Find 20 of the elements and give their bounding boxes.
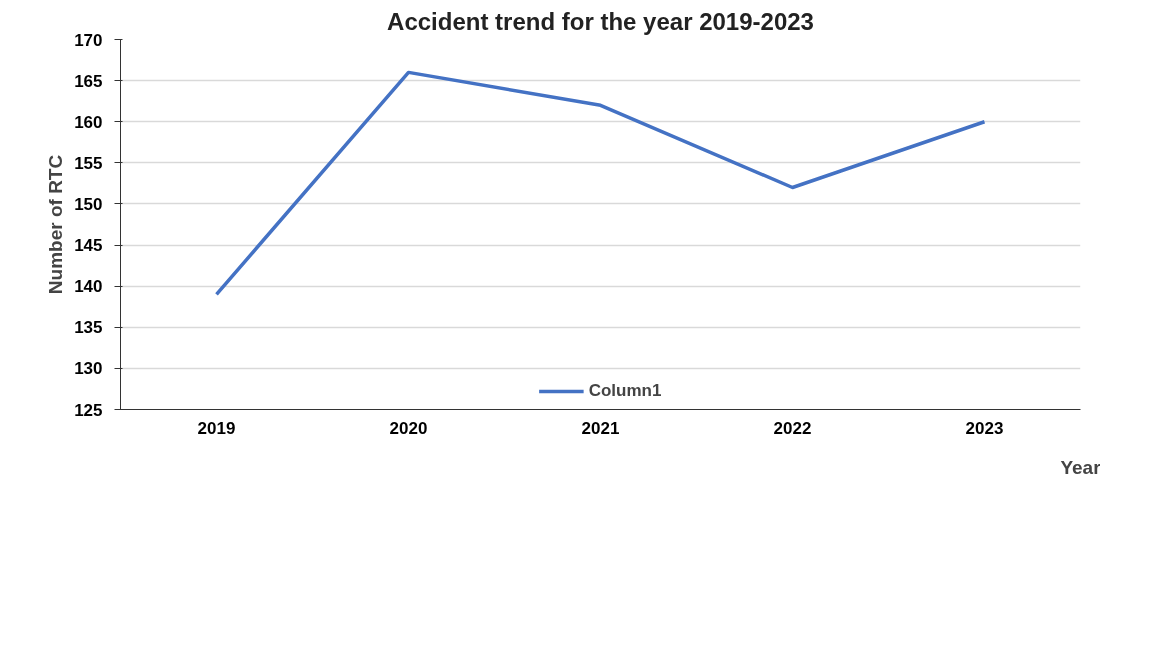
y-tick-label: 170 [74, 30, 103, 50]
line-series [214, 70, 987, 297]
chart-title: Accident trend for the year 2019-2023 [387, 7, 814, 35]
y-tick-label: 140 [74, 277, 103, 297]
y-tick-label: 130 [74, 359, 103, 379]
y-tick-label: 145 [74, 236, 103, 256]
x-tick-label: 2019 [197, 418, 236, 438]
x-tick-label: 2023 [965, 418, 1004, 438]
x-axis-title: Year [1060, 456, 1102, 478]
y-axis-title: Number of RTC [45, 154, 67, 295]
y-tick-label: 150 [74, 194, 103, 214]
x-tick-label: 2021 [581, 418, 620, 438]
y-tick-label: 135 [74, 318, 103, 338]
y-tick-label: 165 [74, 71, 103, 91]
y-tick-label: 125 [74, 400, 103, 420]
legend-label: Column1 [588, 381, 662, 401]
x-tick-label: 2020 [389, 418, 428, 438]
y-tick-label: 155 [74, 153, 103, 173]
x-tick-label: 2022 [773, 418, 812, 438]
y-tick-label: 160 [74, 112, 103, 132]
